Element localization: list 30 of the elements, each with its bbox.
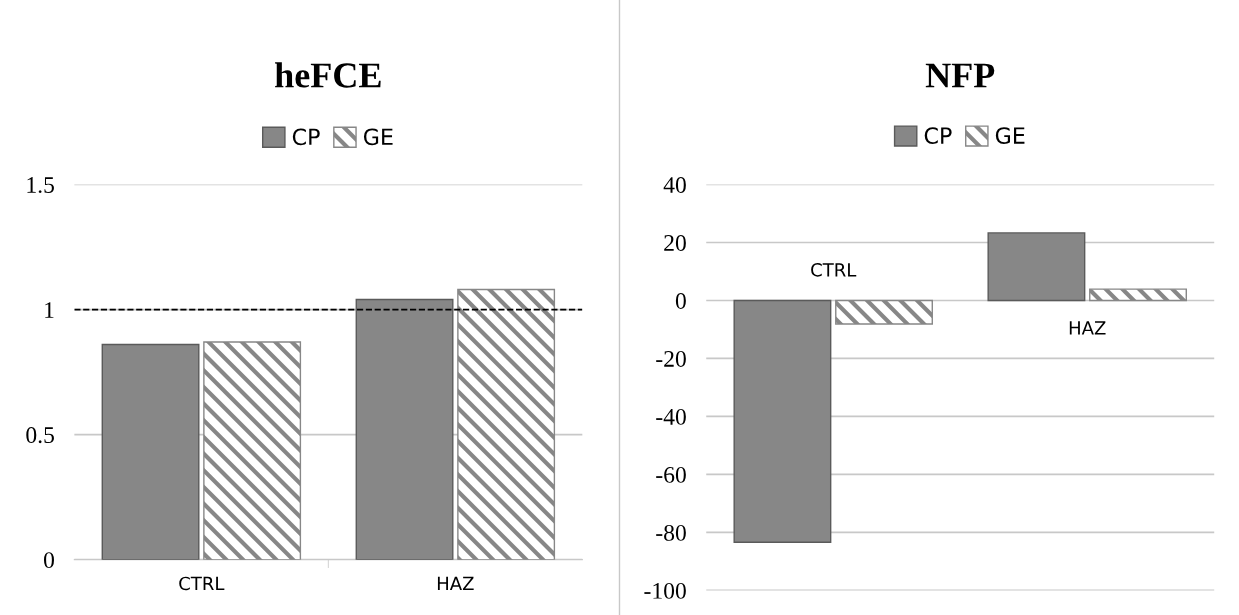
y-tick-label: 20 <box>664 234 686 251</box>
y-tick-label: 1.5 <box>27 177 54 194</box>
y-tick-label: 40 <box>663 176 686 193</box>
y-tick-label: 1 <box>45 302 54 318</box>
y-tick-label: -20 <box>656 350 686 367</box>
y-tick-label: -60 <box>656 466 686 483</box>
bar <box>203 341 302 560</box>
x-tick-label: CTRL <box>179 576 225 591</box>
bar <box>733 299 832 543</box>
x-tick-label: HAZ <box>1069 321 1106 335</box>
x-tick-label: HAZ <box>437 576 474 591</box>
bar <box>355 298 454 560</box>
y-tick-label: 0 <box>675 292 686 309</box>
legend-label: GE <box>995 127 1025 144</box>
y-tick-label: -80 <box>656 524 686 541</box>
x-tick-label: CTRL <box>811 263 857 277</box>
chart-title: NFP <box>925 63 995 88</box>
legend-label: CP <box>292 128 320 146</box>
bar <box>101 343 200 560</box>
bar <box>1089 288 1187 302</box>
y-tick-label: -100 <box>644 582 686 599</box>
y-tick-label: -40 <box>656 408 686 425</box>
bar <box>457 288 556 560</box>
y-tick-label: 0.5 <box>26 427 54 444</box>
legend-label: GE <box>363 128 393 146</box>
y-tick-label: 0 <box>43 552 54 569</box>
bar <box>987 232 1086 302</box>
chart-title: heFCE <box>275 62 381 88</box>
legend-label: CP <box>924 127 952 144</box>
bar <box>835 299 933 325</box>
